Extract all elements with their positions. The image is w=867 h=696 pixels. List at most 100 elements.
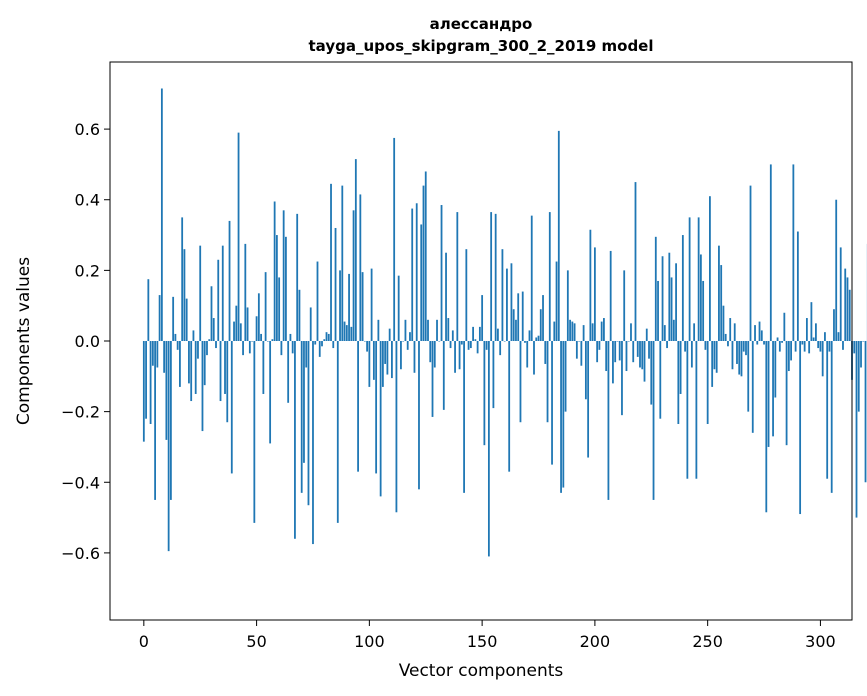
bar [645,328,648,341]
bar [160,88,163,342]
bar [422,185,425,341]
bar [298,289,301,341]
bar [857,341,860,412]
bar [724,333,727,341]
bar [372,341,375,380]
bar [445,252,447,341]
bar [246,307,249,341]
bar [528,330,531,341]
bar [149,341,152,424]
bar [309,307,312,341]
bar [618,341,621,361]
bar [738,341,741,375]
bar [596,341,599,363]
bar [438,341,441,342]
bar [702,280,705,341]
bar [600,321,603,341]
bar [630,323,632,341]
bar [199,245,202,341]
bar [693,323,696,341]
bar [553,321,556,341]
bar [275,235,278,341]
bar [557,130,560,341]
bar [219,341,222,402]
bar [776,337,779,341]
bar [767,341,770,447]
bar [411,208,414,341]
bar [699,254,702,341]
bar [774,341,777,398]
x-axis: 0 50 100 150 200 250 300 [139,620,836,651]
bar [778,341,781,352]
bars-group [142,88,867,557]
x-tick-label: 150 [467,632,498,651]
bar [278,277,281,341]
bar [848,289,851,341]
bar [616,341,619,342]
bar [821,341,824,377]
bar [715,341,718,373]
bar [314,341,317,345]
bar [280,341,283,356]
bar [212,318,215,341]
bar [300,341,303,493]
bar [154,341,156,500]
bar [366,341,368,352]
bar [641,341,644,370]
bar [282,210,285,341]
bar [684,341,686,352]
bar [695,341,698,479]
bar [472,326,474,341]
bar [145,341,147,419]
bar [179,341,181,387]
bar [686,341,689,479]
bar [763,341,765,345]
bar [733,323,736,341]
bar [230,341,233,474]
bar [639,341,641,368]
bar [830,341,833,493]
bar [208,339,211,341]
bar [248,341,251,354]
bar [481,295,484,341]
bar [792,164,795,341]
bar [235,305,238,341]
bar [756,341,759,345]
bar [469,341,472,349]
bar [413,341,416,373]
bar [801,341,804,345]
bar [271,339,274,341]
bar [307,341,310,506]
bar [580,341,583,366]
bar [332,341,335,349]
bar [260,333,262,341]
y-axis: −0.6 −0.4 −0.2 0.0 0.2 0.4 0.6 [61,120,110,563]
bar [758,321,761,341]
bar [147,279,150,341]
bar [731,341,734,370]
bar [539,309,542,341]
bar [181,217,184,341]
bar [497,328,499,341]
bar [508,341,511,472]
bar [612,341,614,384]
bar [244,243,247,341]
bar [799,341,802,515]
bar [697,217,700,341]
bar [720,265,723,341]
bar [722,305,725,341]
bar [833,309,835,341]
bar [478,326,481,341]
bar [636,341,639,357]
bar [361,272,364,341]
bar [215,341,217,349]
bar [564,341,567,412]
bar [262,341,265,394]
bar [233,321,235,341]
bar [709,196,711,341]
bar [460,341,463,345]
bar [542,295,544,341]
bar [605,341,608,372]
bar [370,268,373,341]
x-axis-label: Vector components [399,661,564,681]
